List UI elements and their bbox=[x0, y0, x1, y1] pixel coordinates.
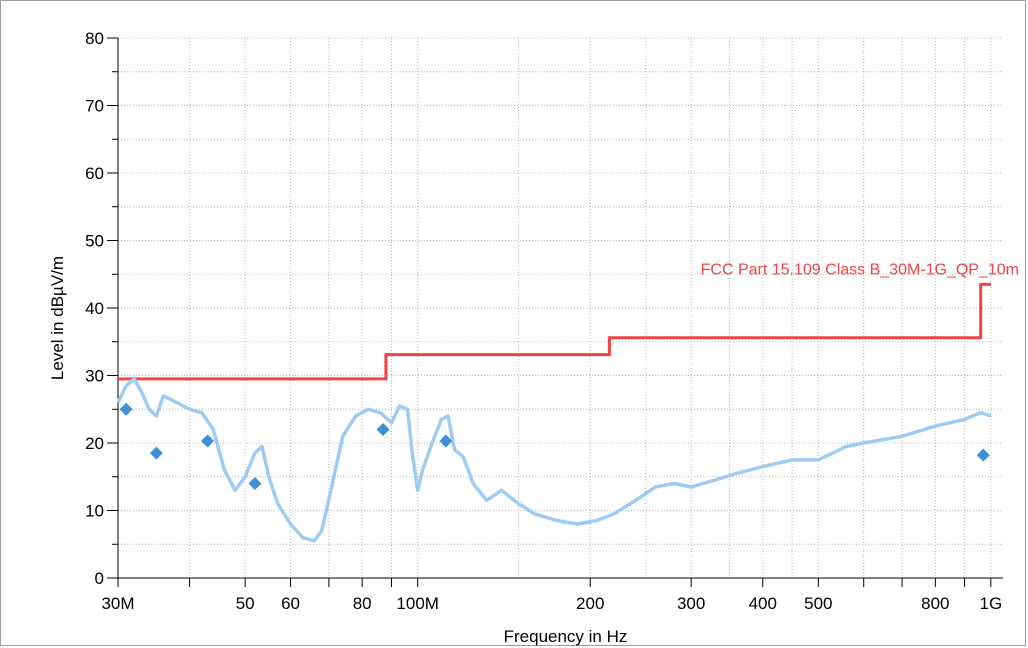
x-tick-label: 80 bbox=[353, 594, 372, 613]
axes bbox=[107, 37, 1003, 587]
y-tick-label: 80 bbox=[85, 29, 104, 48]
y-tick-label: 20 bbox=[85, 434, 104, 453]
y-axis-title: Level in dBµV/m bbox=[48, 256, 67, 380]
y-tick-label: 40 bbox=[85, 299, 104, 318]
qp-measurement-point bbox=[976, 448, 990, 462]
x-tick-labels: 30M 50 60 80 100M 200 300 400 500 800 1G bbox=[101, 594, 1002, 613]
y-tick-label: 60 bbox=[85, 164, 104, 183]
qp-measurement-point bbox=[439, 434, 453, 448]
measurement-trace bbox=[116, 377, 992, 543]
qp-measurement-point bbox=[248, 477, 262, 490]
x-tick-label: 400 bbox=[749, 594, 777, 613]
x-tick-label: 800 bbox=[921, 594, 949, 613]
x-tick-label: 200 bbox=[576, 594, 604, 613]
x-tick-label: 30M bbox=[101, 594, 134, 613]
y-tick-label: 30 bbox=[85, 367, 104, 386]
x-tick-label: 50 bbox=[236, 594, 255, 613]
data-marks bbox=[116, 282, 992, 543]
y-tick-labels: 0 10 20 30 40 50 60 70 80 bbox=[85, 29, 104, 588]
x-tick-label: 60 bbox=[281, 594, 300, 613]
y-tick-label: 70 bbox=[85, 97, 104, 116]
x-tick-label: 500 bbox=[804, 594, 832, 613]
y-tick-label: 50 bbox=[85, 232, 104, 251]
y-tick-label: 10 bbox=[85, 502, 104, 521]
grid-lines bbox=[118, 37, 1003, 578]
x-tick-label: 100M bbox=[396, 594, 439, 613]
x-axis-title: Frequency in Hz bbox=[504, 627, 628, 646]
qp-measurement-point bbox=[149, 446, 163, 460]
qp-measurement-point bbox=[119, 402, 133, 416]
qp-measurement-point bbox=[201, 434, 215, 448]
y-tick-label: 0 bbox=[95, 569, 104, 588]
qp-measurement-point bbox=[376, 423, 390, 436]
x-tick-label: 300 bbox=[677, 594, 705, 613]
limit-line bbox=[118, 282, 991, 381]
x-tick-label: 1G bbox=[980, 594, 1003, 613]
limit-line-label: FCC Part 15.109 Class B_30M-1G_QP_10m bbox=[701, 261, 1019, 278]
